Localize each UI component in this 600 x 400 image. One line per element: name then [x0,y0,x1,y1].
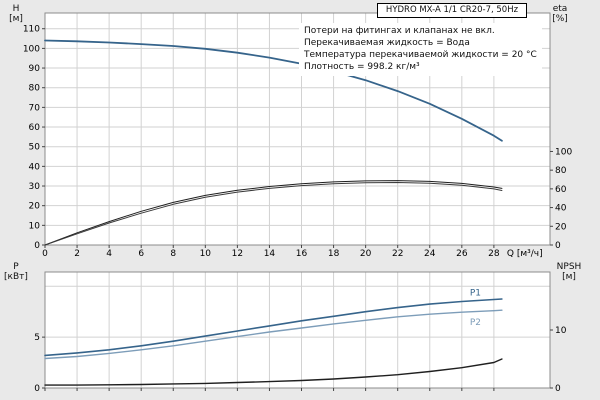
svg-text:80: 80 [29,84,41,94]
annotation-line-liquid: Перекачиваемая жидкость = Вода [304,38,470,48]
svg-text:P1: P1 [470,289,481,299]
h-axis-label-symbol: H [12,4,20,14]
svg-text:10: 10 [555,326,567,336]
svg-text:40: 40 [555,204,567,214]
svg-text:60: 60 [555,185,567,195]
svg-text:22: 22 [392,249,403,259]
pump-title-box: HYDRO MX-A 1/1 CR20-7, 50Hz [377,3,527,18]
svg-text:24: 24 [424,249,436,259]
svg-text:2: 2 [74,249,80,259]
svg-text:70: 70 [29,103,41,113]
eta-axis-label: eta [%] [540,4,580,24]
chart-annotations: Потери на фитингах и клапанах не вкл. Пе… [299,23,542,76]
p-axis-label-unit: [кВт] [4,272,28,282]
svg-text:P2: P2 [470,318,481,328]
svg-text:Q [м³/ч]: Q [м³/ч] [507,249,543,259]
svg-text:5: 5 [34,333,40,343]
svg-text:0: 0 [555,241,561,251]
svg-text:60: 60 [29,123,41,133]
annotation-line-temperature: Температура перекачиваемой жидкости = 20… [304,50,537,60]
p-axis-label-symbol: P [13,262,19,272]
svg-text:0: 0 [555,384,561,394]
svg-text:40: 40 [29,162,41,172]
h-axis-label: H [м] [2,4,30,24]
svg-text:26: 26 [456,249,468,259]
svg-text:90: 90 [29,64,41,74]
svg-text:10: 10 [200,249,212,259]
svg-text:6: 6 [138,249,144,259]
svg-text:20: 20 [29,202,41,212]
npsh-axis-label-unit: [м] [562,272,576,282]
svg-text:28: 28 [488,249,500,259]
svg-text:110: 110 [23,25,40,35]
svg-text:18: 18 [328,249,340,259]
npsh-axis-label: NPSH [м] [542,262,596,282]
eta-axis-label-symbol: eta [552,4,568,14]
svg-text:0: 0 [34,384,40,394]
svg-text:12: 12 [232,249,243,259]
svg-text:0: 0 [42,249,48,259]
annotation-line-density: Плотность = 998.2 кг/м³ [304,62,420,72]
svg-text:50: 50 [29,143,41,153]
svg-text:100: 100 [555,147,572,157]
svg-text:8: 8 [170,249,176,259]
svg-text:10: 10 [29,221,41,231]
npsh-axis-label-symbol: NPSH [556,262,582,272]
svg-text:30: 30 [29,182,41,192]
svg-text:16: 16 [296,249,308,259]
svg-text:20: 20 [360,249,372,259]
svg-text:0: 0 [34,241,40,251]
svg-text:20: 20 [555,222,567,232]
svg-text:4: 4 [106,249,112,259]
svg-text:80: 80 [555,166,567,176]
svg-text:14: 14 [264,249,276,259]
annotation-line-fittings: Потери на фитингах и клапанах не вкл. [304,26,495,36]
eta-axis-label-unit: [%] [552,14,568,24]
p-axis-label: P [кВт] [0,262,32,282]
svg-text:100: 100 [23,44,40,54]
h-axis-label-unit: [м] [9,14,23,24]
